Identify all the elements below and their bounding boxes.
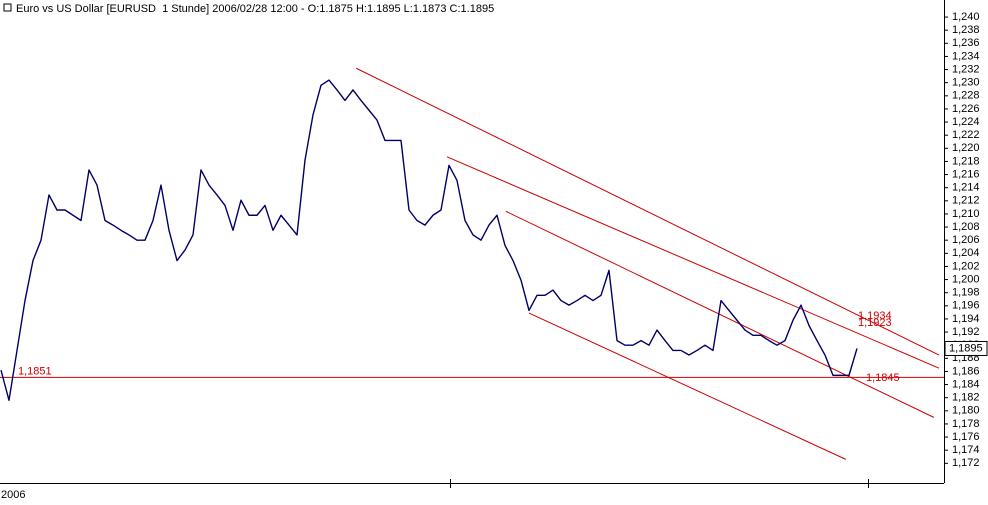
y-tick-label: 1,240 [952, 11, 980, 23]
last-price-label: 1,1895 [949, 342, 983, 354]
y-tick-label: 1,234 [952, 50, 980, 62]
y-tick-label: 1,230 [952, 77, 980, 89]
y-tick-label: 1,220 [952, 142, 980, 154]
y-tick-label: 1,218 [952, 155, 980, 167]
x-axis-label: 2006 [1, 489, 25, 501]
y-tick-label: 1,208 [952, 221, 980, 233]
y-tick-label: 1,202 [952, 260, 980, 272]
y-tick-label: 1,206 [952, 234, 980, 246]
y-tick-label: 1,238 [952, 24, 980, 36]
trendline [355, 67, 940, 356]
trendline [528, 312, 847, 460]
annotation-label: 1,1934 [858, 310, 892, 322]
y-tick-label: 1,182 [952, 392, 980, 404]
y-tick-label: 1,184 [952, 378, 980, 390]
y-tick-label: 1,210 [952, 208, 980, 220]
title-icon [3, 3, 12, 12]
y-tick-label: 1,178 [952, 418, 980, 430]
y-tick-label: 1,228 [952, 90, 980, 102]
y-tick-label: 1,222 [952, 129, 980, 141]
y-tick-label: 1,192 [952, 326, 980, 338]
annotation-label: 1,1845 [866, 372, 900, 384]
y-tick-label: 1,212 [952, 195, 980, 207]
trendline [505, 210, 935, 418]
price-line [0, 79, 858, 402]
y-tick-label: 1,172 [952, 457, 980, 469]
y-tick-label: 1,232 [952, 63, 980, 75]
y-tick-label: 1,216 [952, 168, 980, 180]
y-tick-label: 1,196 [952, 300, 980, 312]
last-price-box [944, 340, 988, 356]
annotation-label: 1,1923 [858, 317, 892, 329]
y-tick-label: 1,236 [952, 37, 980, 49]
y-tick-label: 1,198 [952, 287, 980, 299]
y-tick-label: 1,176 [952, 431, 980, 443]
y-tick-label: 1,224 [952, 116, 980, 128]
y-tick-label: 1,226 [952, 103, 980, 115]
y-tick-label: 1,204 [952, 247, 980, 259]
y-tick-label: 1,186 [952, 365, 980, 377]
y-tick-label: 1,174 [952, 444, 980, 456]
y-tick-label: 1,180 [952, 405, 980, 417]
y-tick-label: 1,200 [952, 273, 980, 285]
y-tick-label: 1,194 [952, 313, 980, 325]
annotation-label: 1,1851 [18, 365, 52, 377]
chart-title: Euro vs US Dollar [EURUSD 1 Stunde] 2006… [16, 3, 494, 15]
trendline [446, 156, 940, 369]
y-tick-label: 1,214 [952, 182, 980, 194]
